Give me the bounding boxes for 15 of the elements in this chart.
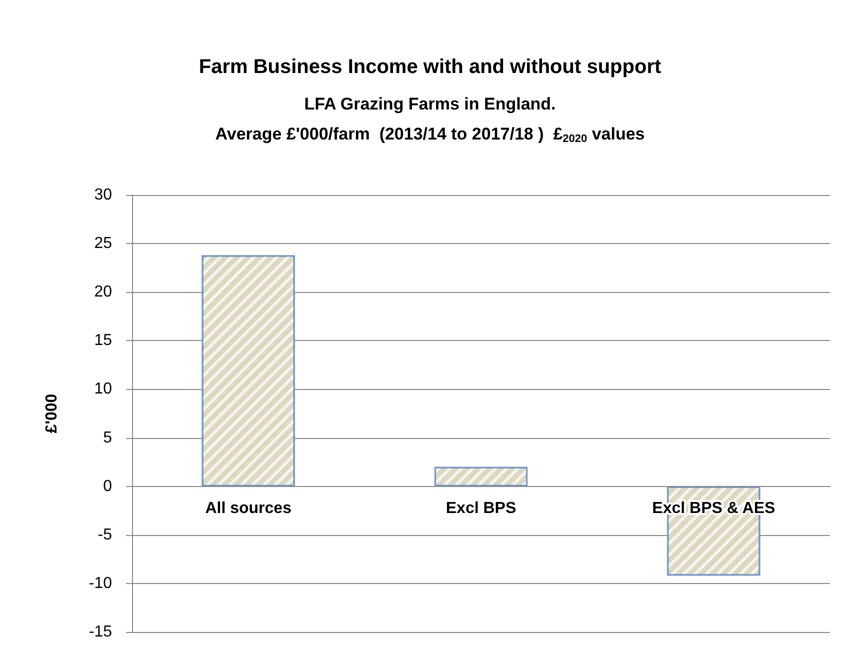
chart-title: Farm Business Income with and without support (198, 56, 662, 78)
y-axis-title: £'000 (44, 394, 60, 434)
y-tick-label: -10 (88, 574, 112, 592)
y-tick-label: 5 (103, 429, 112, 446)
y-tick-label: -15 (88, 624, 112, 640)
y-tick-label: 0 (103, 478, 112, 495)
y-tick-label: 10 (94, 380, 112, 398)
y-tick-label: 30 (94, 186, 112, 204)
y-tick-label: 25 (94, 235, 112, 252)
y-tick-label: -5 (98, 526, 112, 544)
x-tick-label: All sources (205, 500, 292, 517)
y-tick-label: 20 (94, 284, 112, 301)
y-tick-label: 15 (94, 332, 112, 350)
x-tick-label: Excl BPS (446, 500, 516, 517)
x-tick-label: Excl BPS & AES (652, 500, 776, 517)
